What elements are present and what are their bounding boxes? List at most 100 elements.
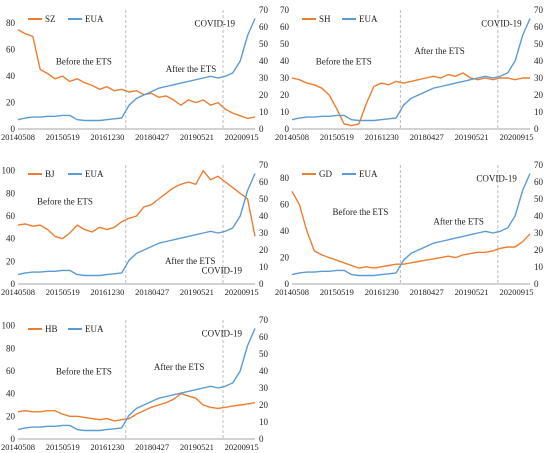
y-right-tick-label: 40 xyxy=(534,211,544,221)
x-tick-label: 20190521 xyxy=(455,132,489,142)
x-tick-label: 20150519 xyxy=(320,287,354,297)
y-right-tick-label: 30 xyxy=(534,73,544,83)
chart-annotation: Before the ETS xyxy=(56,367,112,377)
y-left-tick-label: 60 xyxy=(6,45,16,55)
y-right-tick-label: 20 xyxy=(259,400,269,410)
y-right-tick-label: 0 xyxy=(259,124,264,134)
y-right-tick-label: 30 xyxy=(259,383,269,393)
y-right-tick-label: 70 xyxy=(534,160,544,170)
x-tick-label: 20150519 xyxy=(46,442,80,452)
y-left-tick-label: 0 xyxy=(285,124,290,134)
x-tick-label: 20190521 xyxy=(455,287,489,297)
legend-label: EUA xyxy=(359,169,378,179)
y-right-tick-label: 70 xyxy=(259,315,269,325)
x-tick-label: 20140508 xyxy=(1,287,35,297)
legend-label: EUA xyxy=(359,14,378,24)
y-right-tick-label: 60 xyxy=(534,22,544,32)
chart-panel-1: 0 20 40 60 80 0 10 20 30 40 50 60 70 20140508 20150519… xyxy=(1,5,269,142)
chart-panel-5: 0 20 40 60 80 100 0 10 20 30 40 50 60 70 20140508 20150… xyxy=(1,315,269,452)
y-left-tick-label: 50 xyxy=(280,39,290,49)
y-left-tick-label: 100 xyxy=(2,166,16,176)
x-tick-label: 20200915 xyxy=(225,287,259,297)
y-left-tick-label: 60 xyxy=(6,366,16,376)
series-line-eua xyxy=(291,173,531,277)
y-right-tick-label: 10 xyxy=(534,262,544,272)
y-right-tick-label: 30 xyxy=(259,228,269,238)
y-right-tick-label: 0 xyxy=(534,279,539,289)
x-tick-label: 20150519 xyxy=(46,287,80,297)
chart-annotation: COVID-19 xyxy=(481,19,522,29)
y-right-tick-label: 30 xyxy=(259,73,269,83)
y-left-tick-label: 40 xyxy=(6,71,16,81)
legend-label: EUA xyxy=(85,169,104,179)
y-right-tick-label: 50 xyxy=(534,39,544,49)
series-line-gd xyxy=(291,191,531,269)
y-left-tick-label: 20 xyxy=(6,256,16,266)
y-right-tick-label: 50 xyxy=(534,194,544,204)
x-tick-label: 20140508 xyxy=(1,132,35,142)
x-tick-label: 20190521 xyxy=(180,287,214,297)
x-tick-label: 20200915 xyxy=(225,132,259,142)
legend-label: SH xyxy=(319,14,331,24)
x-tick-label: 20161230 xyxy=(365,287,399,297)
y-left-tick-label: 20 xyxy=(280,90,290,100)
y-right-tick-label: 20 xyxy=(534,245,544,255)
x-tick-label: 20140508 xyxy=(275,132,309,142)
y-right-tick-label: 40 xyxy=(259,366,269,376)
y-left-tick-label: 0 xyxy=(285,279,290,289)
y-left-tick-label: 60 xyxy=(280,22,290,32)
y-right-tick-label: 10 xyxy=(259,107,269,117)
y-right-tick-label: 60 xyxy=(534,177,544,187)
chart-annotation: COVID-19 xyxy=(194,19,235,29)
y-right-tick-label: 10 xyxy=(259,417,269,427)
chart-annotation: COVID-19 xyxy=(202,329,243,339)
y-left-tick-label: 80 xyxy=(6,343,16,353)
chart-annotation: After the ETS xyxy=(154,362,204,372)
x-tick-label: 20161230 xyxy=(365,132,399,142)
x-tick-label: 20180427 xyxy=(135,132,169,142)
chart-annotation: After the ETS xyxy=(165,256,215,266)
chart-annotation: After the ETS xyxy=(433,217,483,227)
y-right-tick-label: 50 xyxy=(259,39,269,49)
y-right-tick-label: 40 xyxy=(534,56,544,66)
y-left-tick-label: 80 xyxy=(6,188,16,198)
y-left-tick-label: 100 xyxy=(2,321,16,331)
chart-annotation: Before the ETS xyxy=(37,196,93,206)
x-tick-label: 20140508 xyxy=(1,442,35,452)
y-left-tick-label: 80 xyxy=(6,18,16,28)
y-right-tick-label: 70 xyxy=(534,5,544,15)
y-left-tick-label: 40 xyxy=(6,389,16,399)
x-tick-label: 20180427 xyxy=(410,287,444,297)
series-line-eua xyxy=(17,18,256,122)
x-tick-label: 20180427 xyxy=(135,287,169,297)
x-tick-label: 20150519 xyxy=(46,132,80,142)
x-tick-label: 20161230 xyxy=(90,442,124,452)
x-tick-label: 20190521 xyxy=(180,442,214,452)
y-right-tick-label: 0 xyxy=(259,279,264,289)
y-right-tick-label: 60 xyxy=(259,22,269,32)
legend-label: GD xyxy=(319,169,332,179)
x-tick-label: 20190521 xyxy=(180,132,214,142)
legend-label: SZ xyxy=(45,14,56,24)
y-left-tick-label: 20 xyxy=(6,411,16,421)
y-right-tick-label: 20 xyxy=(534,90,544,100)
x-tick-label: 20150519 xyxy=(320,132,354,142)
series-line-sz xyxy=(17,29,256,120)
y-left-tick-label: 70 xyxy=(280,5,290,15)
legend-label: EUA xyxy=(85,14,104,24)
y-left-tick-label: 80 xyxy=(280,173,290,183)
legend-label: BJ xyxy=(45,169,55,179)
y-right-tick-label: 10 xyxy=(259,262,269,272)
chart-annotation: COVID-19 xyxy=(476,174,517,184)
y-right-tick-label: 70 xyxy=(259,160,269,170)
legend-label: EUA xyxy=(85,324,104,334)
x-tick-label: 20161230 xyxy=(90,287,124,297)
x-tick-label: 20200915 xyxy=(225,442,259,452)
y-right-tick-label: 60 xyxy=(259,177,269,187)
y-left-tick-label: 0 xyxy=(11,434,16,444)
chart-annotation: After the ETS xyxy=(414,46,464,56)
series-line-eua xyxy=(17,328,256,432)
y-right-tick-label: 10 xyxy=(534,107,544,117)
x-tick-label: 20200915 xyxy=(500,287,534,297)
